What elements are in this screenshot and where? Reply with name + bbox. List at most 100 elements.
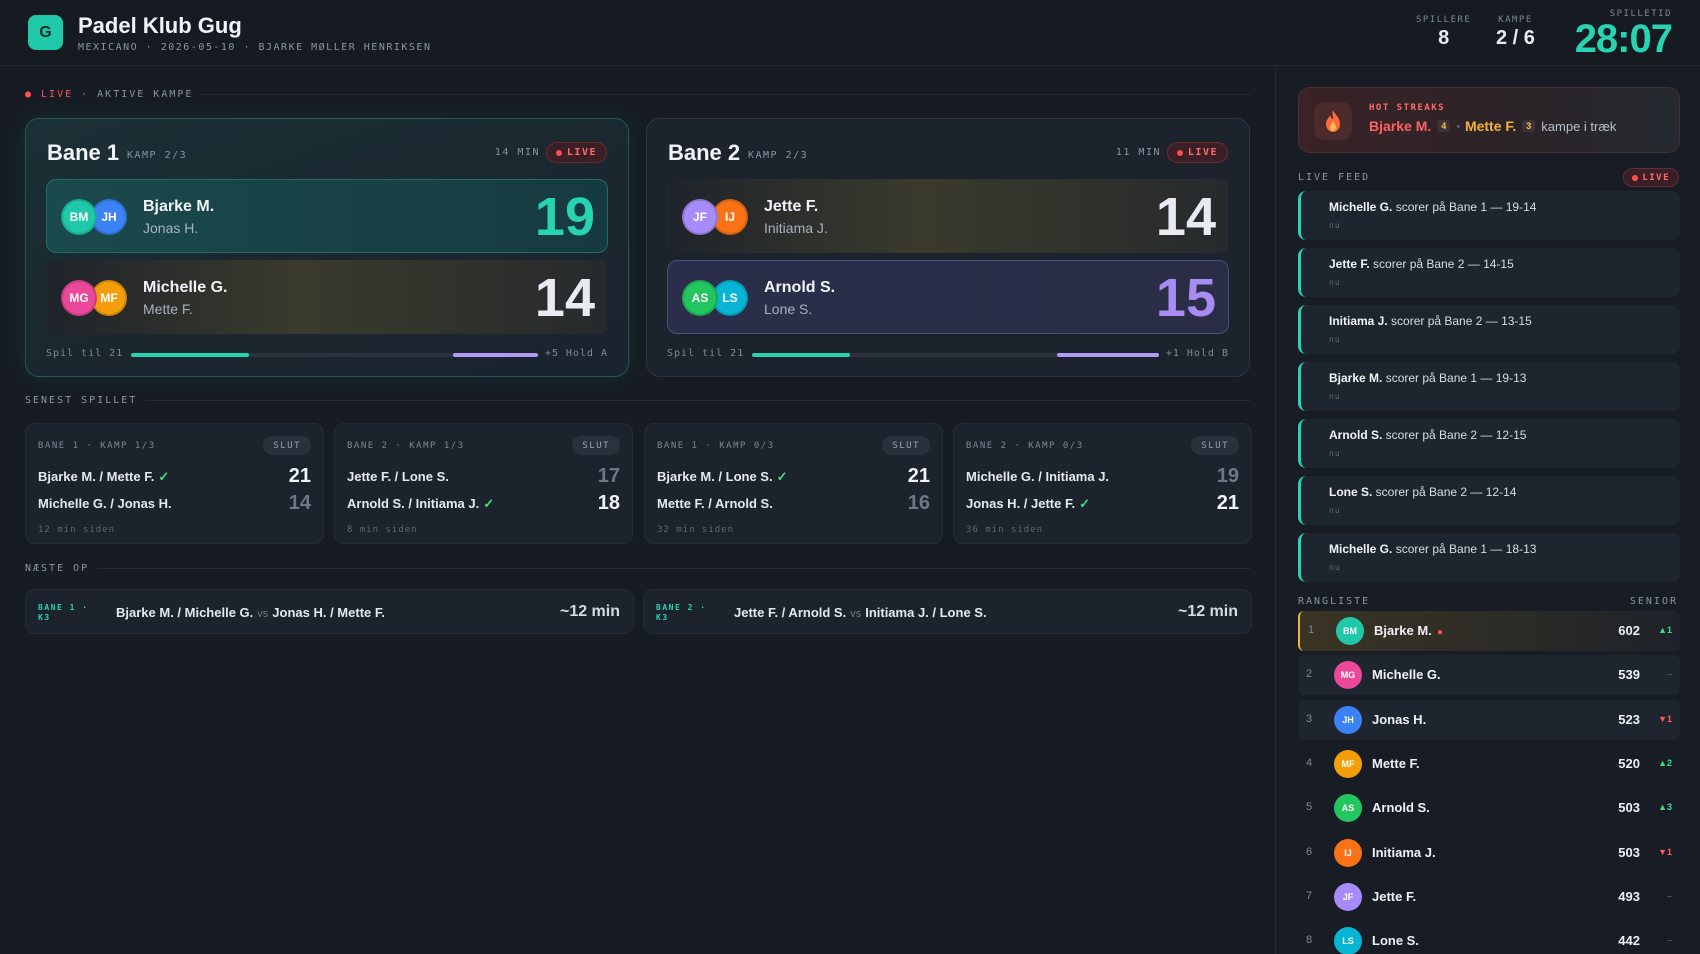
- ranking-row: 1 BM Bjarke M. ● 602 ▲1: [1298, 611, 1680, 651]
- avatar: LS: [1334, 927, 1362, 954]
- feed-item: Michelle G. scorer på Bane 1 — 19-14 nu: [1298, 191, 1680, 240]
- feed-text: Bjarke M. scorer på Bane 1 — 19-13: [1329, 371, 1527, 385]
- rank-position: 5: [1306, 801, 1313, 814]
- feed-time: nu: [1329, 506, 1341, 515]
- time-ago: 32 min siden: [657, 525, 735, 535]
- player-name: Arnold S.: [764, 279, 836, 296]
- score-progress: Spil til 21 +5 Hold A: [46, 348, 608, 362]
- upcoming-pairing: Bjarke M. / Michelle G. vs Jonas H. / Mett…: [116, 605, 385, 620]
- feed-time: nu: [1329, 449, 1341, 458]
- feed-title: LIVE FEED: [1298, 172, 1371, 183]
- progress-fill-team-b: [1057, 353, 1159, 357]
- feed-item: Michelle G. scorer på Bane 1 — 18-13 nu: [1298, 533, 1680, 582]
- feed-text: Arnold S. scorer på Bane 2 — 12-15: [1329, 428, 1527, 442]
- pair-names: Arnold S. / Initiama J. ✓: [347, 496, 495, 511]
- time-ago: 8 min siden: [347, 525, 418, 535]
- rank-position: 1: [1308, 624, 1315, 636]
- play-timer: SPILLETID 28:07: [1574, 9, 1673, 61]
- player-points: 523: [1618, 711, 1640, 727]
- recent-match-card: BANE 1 · KAMP 1/3 SLUT Bjarke M. / Mette F…: [25, 423, 324, 544]
- court-elapsed: 11 MIN: [1115, 147, 1161, 158]
- team-score: 14: [534, 268, 595, 328]
- result-row: Arnold S. / Initiama J. ✓ 18: [347, 492, 620, 514]
- pair-score: 16: [907, 492, 930, 514]
- feed-text: Lone S. scorer på Bane 2 — 12-14: [1329, 485, 1517, 499]
- avatar: BM: [1336, 617, 1364, 645]
- feed-item: Bjarke M. scorer på Bane 1 — 19-13 nu: [1298, 362, 1680, 411]
- feed-text: Michelle G. scorer på Bane 1 — 19-14: [1329, 200, 1537, 214]
- live-badge: LIVE: [545, 142, 607, 163]
- rank-position: 3: [1306, 712, 1313, 725]
- pair-names: Michelle G. / Jonas H.: [38, 496, 172, 511]
- court-name: Bane 2: [668, 140, 741, 165]
- club-logo: G: [28, 15, 63, 50]
- rank-position: 4: [1306, 756, 1313, 769]
- progress-fill-team-a: [752, 353, 850, 357]
- recent-match-card: BANE 2 · KAMP 0/3 SLUT Michelle G. / Initi…: [953, 423, 1252, 544]
- partner-name: Lone S.: [764, 301, 813, 317]
- match-header: BANE 1 · KAMP 0/3: [657, 441, 775, 451]
- pair-score: 21: [288, 465, 311, 487]
- time-ago: 12 min siden: [38, 525, 116, 535]
- player-points: 493: [1618, 888, 1640, 904]
- recent-section-title: SENEST SPILLET: [25, 395, 1250, 406]
- team-row: AS LS Arnold S. Lone S. 15: [667, 260, 1229, 334]
- player-name: Michelle G.: [1372, 667, 1441, 683]
- score-progress: Spil til 21 +1 Hold B: [667, 348, 1229, 362]
- result-row: Jonas H. / Jette F. ✓ 21: [966, 492, 1239, 514]
- player-name: Bjarke M. ●: [1374, 623, 1443, 638]
- player-name: Jonas H.: [1372, 711, 1427, 727]
- result-row: Jette F. / Lone S. 17: [347, 465, 620, 487]
- rank-position: 8: [1306, 934, 1313, 947]
- player-name: Lone S.: [1372, 933, 1419, 949]
- match-header: BANE 2 · KAMP 1/3: [347, 441, 465, 451]
- progress-fill-team-a: [131, 353, 250, 357]
- player-name: Arnold S.: [1372, 800, 1430, 816]
- player-points: 503: [1618, 844, 1640, 860]
- feed-text: Michelle G. scorer på Bane 1 — 18-13: [1329, 542, 1537, 556]
- avatar: AS: [682, 280, 718, 316]
- court-card-2: Bane 2 KAMP 2/3 11 MIN LIVE JF IJ Jette F. Init…: [646, 118, 1250, 377]
- pair-names: Mette F. / Arnold S.: [657, 496, 773, 511]
- ranking-category: SENIOR: [1629, 596, 1678, 607]
- rank-position: 2: [1306, 668, 1313, 681]
- pair-score: 21: [907, 465, 930, 487]
- pair-names: Jette F. / Lone S.: [347, 469, 449, 484]
- team-score: 19: [534, 187, 595, 247]
- rank-change: ▲1: [1658, 625, 1672, 635]
- club-name: Padel Klub Gug: [78, 13, 242, 38]
- status-badge: SLUT: [1191, 436, 1239, 455]
- result-row: Mette F. / Arnold S. 16: [657, 492, 930, 514]
- recent-match-card: BANE 1 · KAMP 0/3 SLUT Bjarke M. / Lone S.…: [644, 423, 943, 544]
- match-header: BANE 1 · KAMP 1/3: [38, 441, 156, 451]
- ranking-title: RANGLISTE: [1298, 596, 1371, 607]
- court-tag: BANE 1 · K3: [38, 603, 89, 622]
- time-ago: 36 min siden: [966, 525, 1044, 535]
- avatar: JF: [682, 199, 718, 235]
- player-name: Michelle G.: [143, 279, 228, 296]
- status-badge: SLUT: [882, 436, 930, 455]
- avatar: JF: [1334, 882, 1362, 911]
- match-header: BANE 2 · KAMP 0/3: [966, 441, 1084, 451]
- avatar: JH: [91, 199, 127, 235]
- avatar: MG: [1334, 661, 1362, 690]
- feed-time: nu: [1329, 335, 1341, 344]
- player-points: 503: [1618, 800, 1640, 816]
- eta: ~12 min: [1177, 603, 1238, 620]
- status-badge: SLUT: [263, 436, 311, 455]
- team-avatars: AS LS: [682, 280, 752, 316]
- player-name: Bjarke M.: [143, 198, 215, 215]
- court-elapsed: 14 MIN: [494, 147, 540, 158]
- progress-fill-team-b: [452, 353, 538, 357]
- result-row: Bjarke M. / Mette F. ✓ 21: [38, 465, 311, 487]
- upcoming-pairing: Jette F. / Arnold S. vs Initiama J. / Lone…: [734, 605, 987, 620]
- winner-check-icon: ✓: [158, 469, 170, 484]
- pair-names: Bjarke M. / Mette F. ✓: [38, 469, 170, 484]
- feed-text: Jette F. scorer på Bane 2 — 14-15: [1329, 257, 1514, 271]
- live-dot-icon: [1176, 149, 1183, 156]
- ranking-row: 7 JF Jette F. 493 –: [1298, 877, 1680, 917]
- streak-names: Bjarke M. 4 · Mette F. 3 kampe i træk: [1369, 118, 1617, 134]
- ranking-row: 8 LS Lone S. 442 –: [1298, 921, 1680, 954]
- next-match-card: BANE 1 · K3 Bjarke M. / Michelle G. vs Jonas…: [25, 589, 634, 634]
- live-badge: LIVE: [1166, 142, 1228, 163]
